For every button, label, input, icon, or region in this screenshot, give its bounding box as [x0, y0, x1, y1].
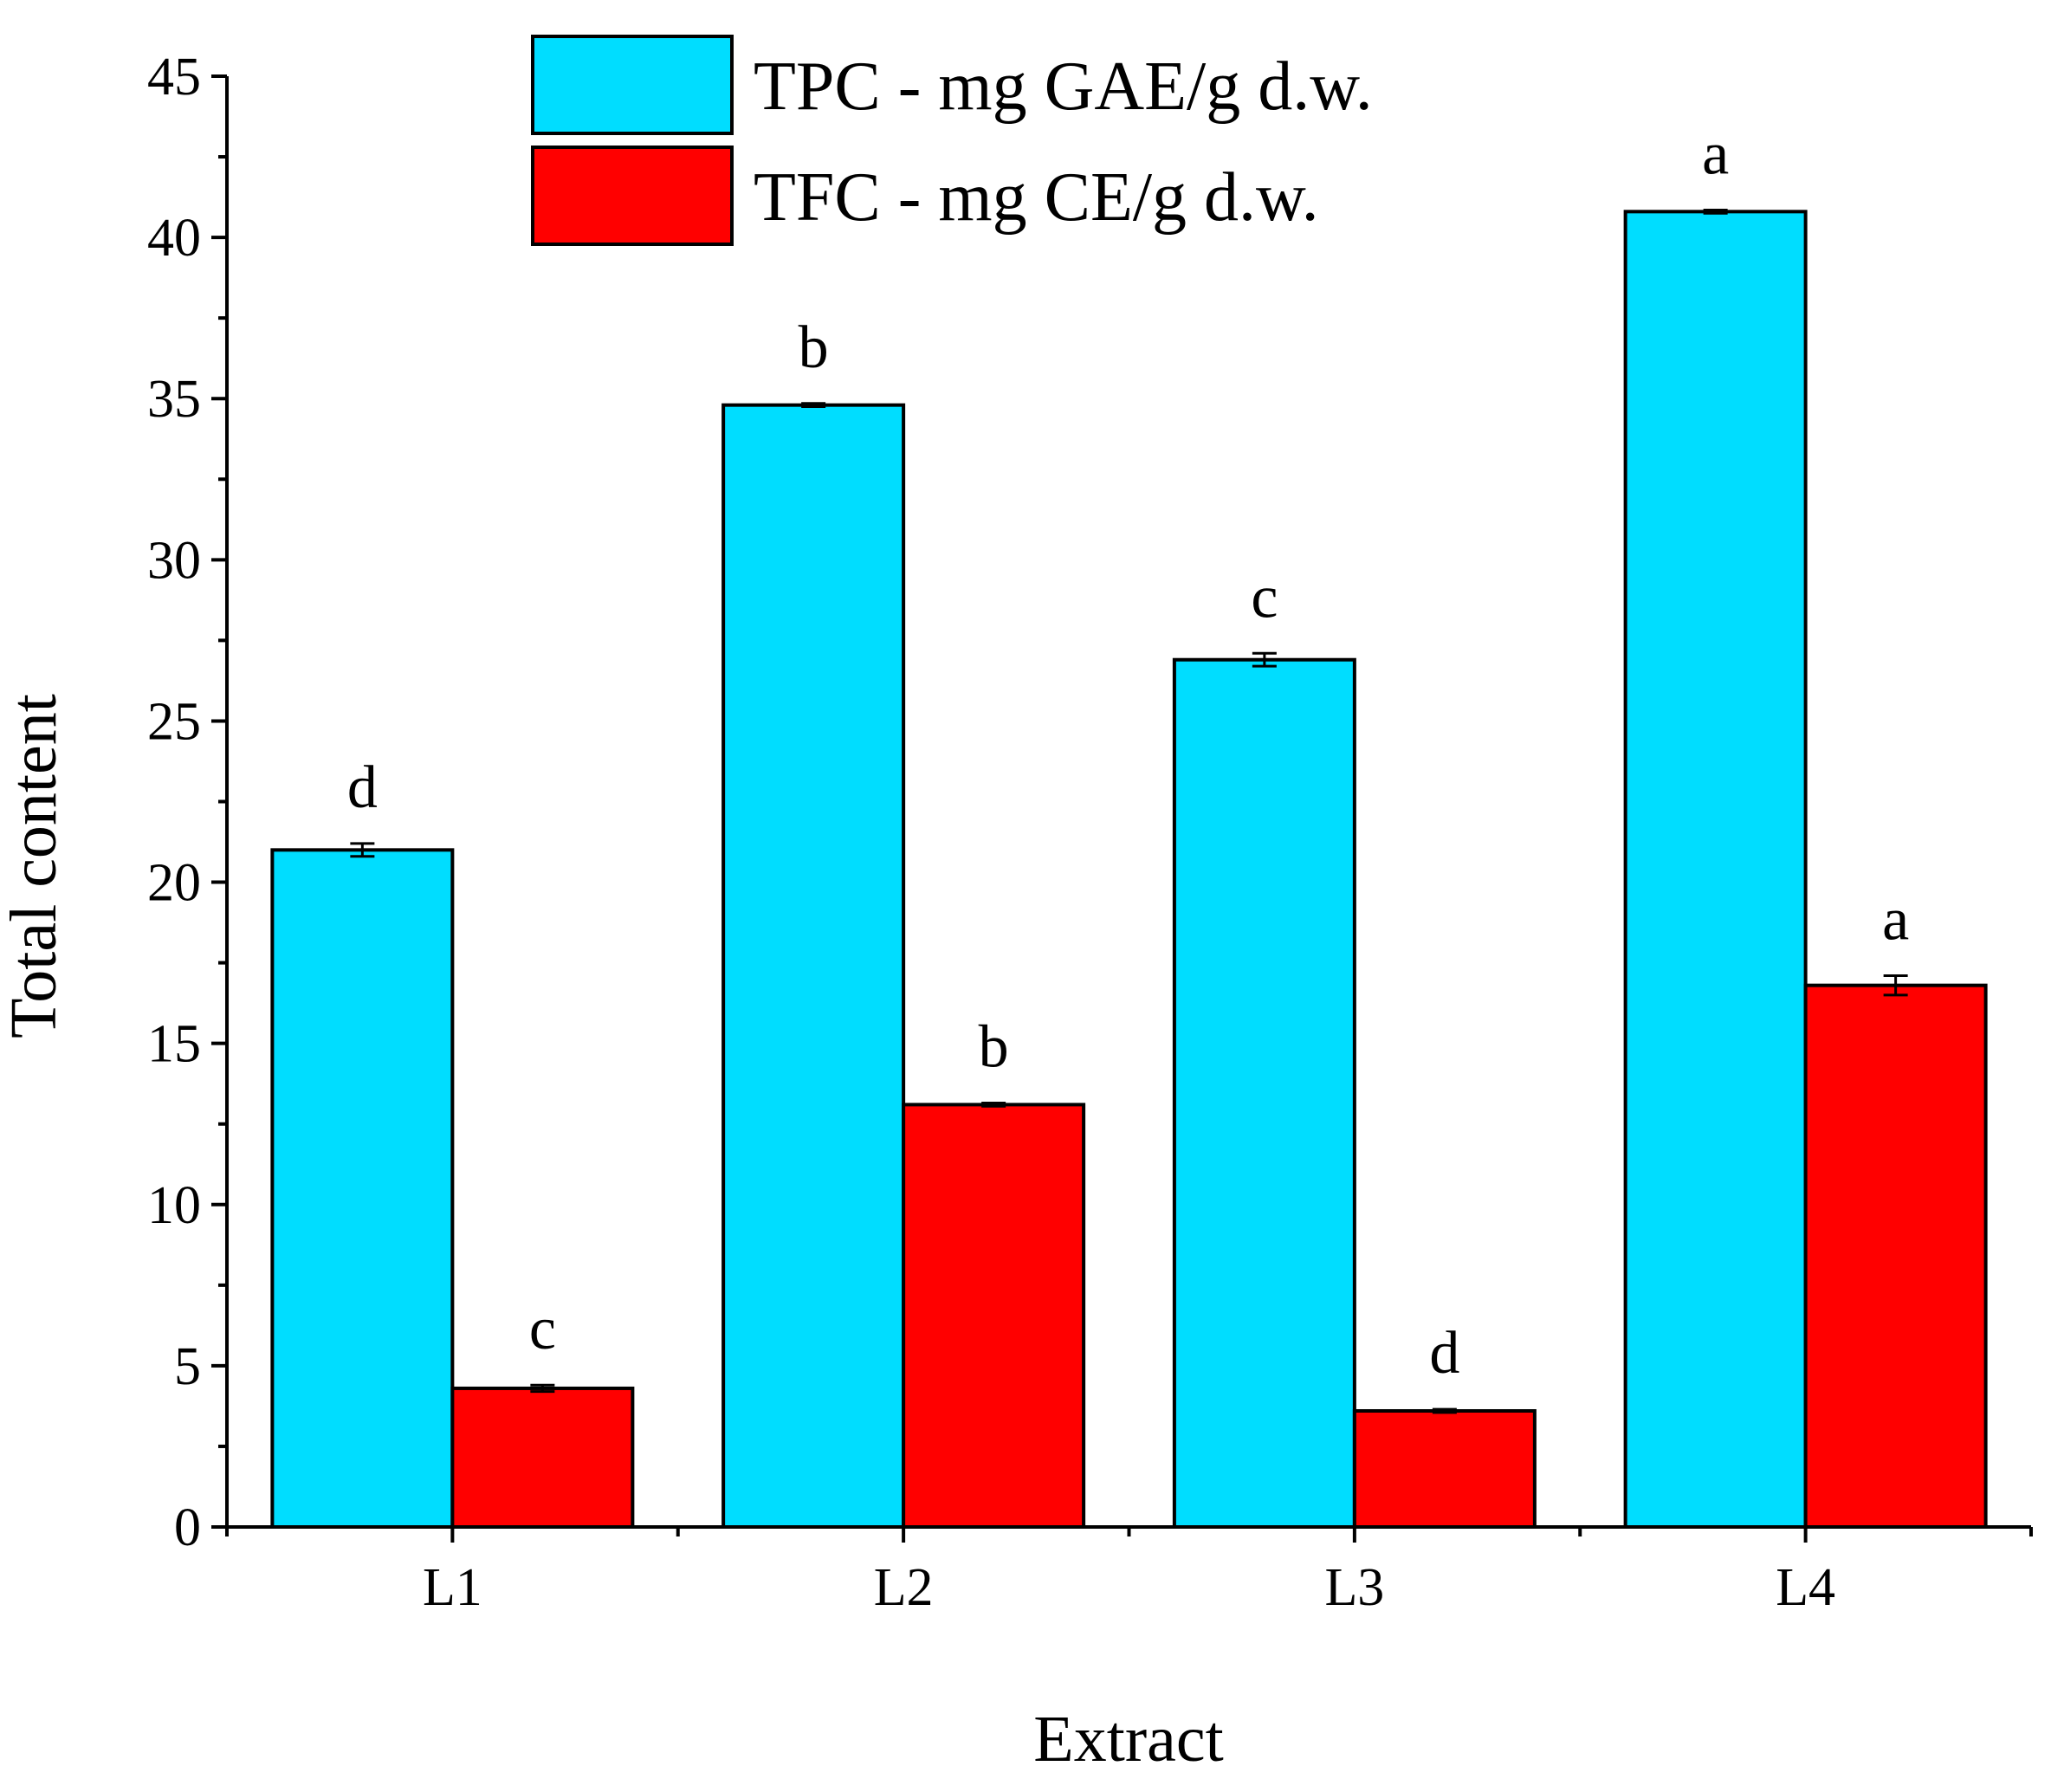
- legend-swatch-1: [531, 146, 734, 246]
- legend-label-1: TFC - mg CE/g d.w.: [754, 159, 1319, 236]
- significance-label-s0-L1: d: [347, 754, 378, 821]
- significance-label-s1-L2: b: [979, 1014, 1009, 1081]
- y-tick-label: 10: [147, 1176, 201, 1235]
- x-tick-label-L2: L2: [874, 1558, 934, 1617]
- bar-s0-L4: [1623, 210, 1808, 1529]
- bar-s0-L2: [721, 403, 906, 1530]
- x-tick-label-L1: L1: [423, 1558, 482, 1617]
- y-tick-label: 40: [147, 209, 201, 268]
- legend: TPC - mg GAE/g d.w. TFC - mg CE/g d.w.: [531, 35, 1373, 246]
- y-tick-label: 25: [147, 692, 201, 751]
- legend-label-0: TPC - mg GAE/g d.w.: [754, 49, 1373, 125]
- y-tick-label: 5: [174, 1337, 201, 1396]
- bar-s1-L1: [450, 1386, 635, 1530]
- bar-s1-L4: [1803, 983, 1988, 1529]
- x-tick-label-L3: L3: [1324, 1558, 1384, 1617]
- significance-label-s1-L4: a: [1882, 887, 1909, 954]
- significance-label-s1-L3: d: [1429, 1320, 1459, 1387]
- bar-s0-L1: [270, 848, 455, 1529]
- significance-label-s0-L4: a: [1702, 120, 1729, 187]
- significance-label-s1-L1: c: [529, 1296, 556, 1362]
- x-axis-title: Extract: [1033, 1703, 1223, 1776]
- y-tick-label: 0: [174, 1498, 201, 1557]
- bar-s1-L3: [1352, 1409, 1537, 1529]
- legend-swatch-0: [531, 35, 734, 135]
- y-tick-label: 15: [147, 1015, 201, 1074]
- y-tick-label: 35: [147, 370, 201, 429]
- bars-layer: d b c a c b d a: [270, 120, 1988, 1530]
- x-tick-label-L4: L4: [1776, 1558, 1835, 1617]
- y-tick-label: 45: [147, 48, 201, 107]
- y-tick-label: 20: [147, 854, 201, 913]
- significance-label-s0-L3: c: [1251, 564, 1278, 631]
- bar-s0-L3: [1172, 657, 1356, 1529]
- y-axis-title: Total content: [0, 694, 70, 1038]
- bar-s1-L2: [902, 1103, 1086, 1530]
- y-tick-label: 30: [147, 531, 201, 590]
- axes-layer: 0 5 10 15 20 25 30 35 40 45 L1 L2 L3 L4: [147, 48, 2033, 1617]
- significance-label-s0-L2: b: [799, 314, 829, 381]
